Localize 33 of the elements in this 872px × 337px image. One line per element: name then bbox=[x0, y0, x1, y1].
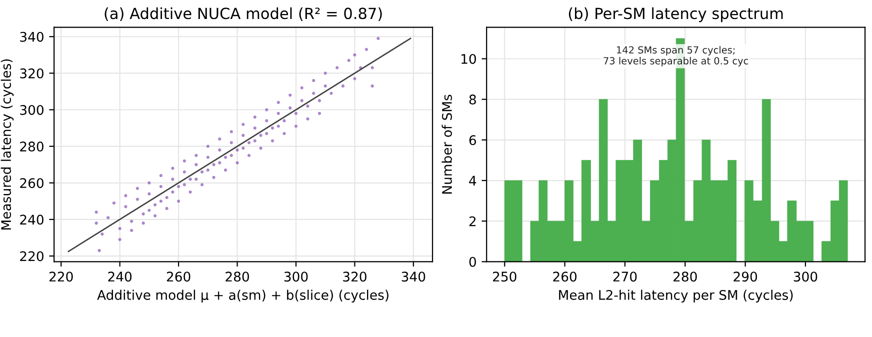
y-axis-title: Number of SMs bbox=[442, 94, 452, 194]
x-tick-label: 320 bbox=[343, 272, 366, 282]
x-tick-label: 340 bbox=[402, 272, 426, 282]
x-axis-title: Additive model μ + a(sm) + b(slice) (cycles) bbox=[97, 290, 388, 302]
y-tick-label: 320 bbox=[20, 68, 44, 78]
x-tick-label: 270 bbox=[613, 272, 637, 282]
x-tick-label: 290 bbox=[734, 272, 758, 282]
y-tick-label: 300 bbox=[20, 104, 44, 115]
y-tick-label: 220 bbox=[20, 251, 44, 262]
chart-title: (b) Per-SM latency spectrum bbox=[568, 7, 783, 22]
y-tick-label: 240 bbox=[20, 214, 44, 225]
y-tick-label: 6 bbox=[469, 135, 476, 146]
x-tick-label: 280 bbox=[226, 272, 249, 282]
x-tick-label: 300 bbox=[284, 272, 308, 282]
y-tick-label: 10 bbox=[462, 54, 476, 64]
x-axis-title: Mean L2-hit latency per SM (cycles) bbox=[559, 290, 793, 302]
x-tick-label: 300 bbox=[794, 272, 818, 282]
y-axis-title: Measured latency (cycles) bbox=[0, 59, 14, 230]
y-tick-label: 0 bbox=[469, 256, 476, 267]
x-tick-label: 260 bbox=[553, 272, 577, 282]
x-tick-label: 240 bbox=[108, 272, 132, 282]
y-tick-label: 2 bbox=[469, 216, 476, 226]
x-tick-label: 260 bbox=[166, 272, 190, 282]
x-tick-label: 220 bbox=[49, 272, 73, 282]
y-tick-label: 260 bbox=[20, 178, 44, 188]
annotation: 142 SMs span 57 cycles; 73 levels separable at 0.5 cyc bbox=[604, 46, 748, 66]
y-tick-label: 340 bbox=[20, 32, 44, 42]
chart-title: (a) Additive NUCA model (R² = 0.87) bbox=[104, 7, 382, 21]
y-tick-label: 4 bbox=[469, 176, 476, 186]
x-tick-label: 250 bbox=[493, 272, 516, 282]
y-tick-label: 8 bbox=[469, 94, 476, 105]
x-tick-label: 280 bbox=[674, 272, 697, 282]
y-tick-label: 280 bbox=[20, 142, 44, 152]
